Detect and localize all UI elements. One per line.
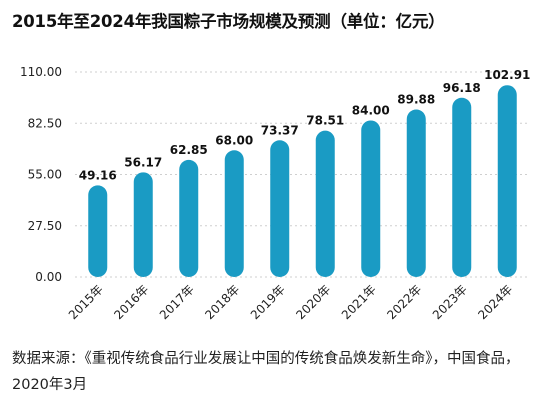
y-tick-label: 55.00 bbox=[28, 168, 62, 182]
x-tick-label: 2015年 bbox=[66, 282, 106, 322]
value-label: 89.88 bbox=[397, 92, 435, 106]
x-tick-label: 2017年 bbox=[157, 282, 197, 322]
x-tick-label: 2022年 bbox=[384, 282, 424, 322]
value-label: 62.85 bbox=[170, 143, 208, 157]
x-tick-label: 2023年 bbox=[430, 282, 470, 322]
value-label: 73.37 bbox=[261, 123, 299, 137]
y-axis-ticks: 0.00 27.50 55.00 82.50 110.00 bbox=[20, 65, 62, 284]
bar bbox=[452, 97, 472, 277]
value-label: 68.00 bbox=[215, 133, 253, 147]
value-label: 96.18 bbox=[443, 81, 481, 95]
value-label: 78.51 bbox=[306, 114, 344, 128]
x-tick-label: 2021年 bbox=[339, 282, 379, 322]
bar bbox=[224, 150, 244, 277]
bar bbox=[179, 159, 199, 277]
value-label: 56.17 bbox=[124, 155, 162, 169]
value-label: 84.00 bbox=[352, 103, 390, 117]
bar bbox=[315, 130, 335, 277]
source-note: 数据来源：《重视传统食品行业发展让中国的传统食品焕发新生命》，中国食品，2020… bbox=[12, 351, 520, 393]
x-tick-label: 2018年 bbox=[202, 282, 242, 322]
bars bbox=[88, 85, 517, 277]
value-label: 49.16 bbox=[79, 168, 117, 182]
bar bbox=[133, 172, 153, 277]
x-tick-label: 2024年 bbox=[475, 282, 515, 322]
y-tick-label: 110.00 bbox=[20, 65, 62, 79]
bar bbox=[361, 120, 381, 277]
x-tick-label: 2019年 bbox=[248, 282, 288, 322]
bar bbox=[406, 109, 426, 277]
y-tick-label: 0.00 bbox=[35, 270, 62, 284]
value-labels: 49.16 56.17 62.85 68.00 73.37 78.51 84.00 89.88… bbox=[79, 68, 531, 182]
y-tick-label: 27.50 bbox=[28, 219, 62, 233]
bar bbox=[88, 185, 108, 277]
bar bbox=[270, 140, 290, 277]
x-axis-ticks: 2015年 2016年 2017年 2018年 2019年 2020年 2021年 2022年… bbox=[66, 282, 515, 322]
x-tick-label: 2020年 bbox=[293, 282, 333, 322]
bar bbox=[497, 85, 517, 277]
y-tick-label: 82.50 bbox=[28, 116, 62, 130]
bar-chart: 0.00 27.50 55.00 82.50 110.00 49.16 56.17 62.8… bbox=[20, 65, 531, 322]
chart-title: 2015年至2024年我国粽子市场规模及预测（单位：亿元） bbox=[12, 12, 445, 31]
value-label: 102.91 bbox=[484, 68, 530, 82]
x-tick-label: 2016年 bbox=[111, 282, 151, 322]
